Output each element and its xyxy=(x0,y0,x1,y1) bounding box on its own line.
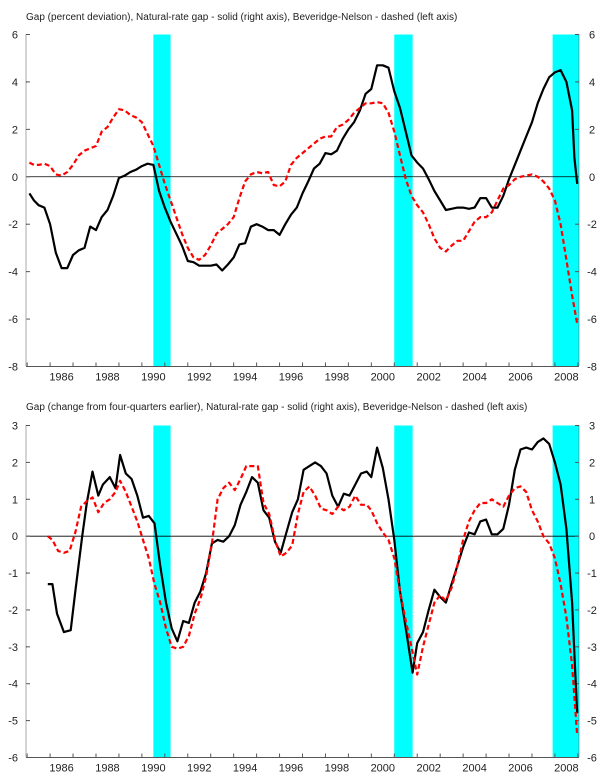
y-tick-label-right: 6 xyxy=(589,30,595,42)
x-tick-label: 2002 xyxy=(416,372,440,384)
chart-title: Gap (change from four-quarters earlier),… xyxy=(26,402,527,413)
y-tick-label-left: -6 xyxy=(8,314,18,326)
x-tick-label: 2000 xyxy=(371,763,395,775)
x-tick-label: 1992 xyxy=(187,372,211,384)
x-tick-label: 2002 xyxy=(416,763,440,775)
y-tick-label-right: 2 xyxy=(589,124,595,136)
series-beveridge-nelson-dashed xyxy=(47,465,579,736)
x-tick-label: 1998 xyxy=(325,763,349,775)
y-tick-label-right: -5 xyxy=(587,716,597,728)
x-tick-label: 1986 xyxy=(49,763,73,775)
x-tick-label: 2004 xyxy=(462,372,486,384)
x-tick-label: 1996 xyxy=(279,763,303,775)
x-tick-label: 2006 xyxy=(508,372,532,384)
x-tick-label: 2006 xyxy=(508,763,532,775)
x-tick-label: 2004 xyxy=(462,763,486,775)
y-tick-label-right: -4 xyxy=(587,679,597,691)
y-tick-label-left: 0 xyxy=(12,172,18,184)
x-tick-label: 1994 xyxy=(233,372,257,384)
panel-gap-four-quarter-change: Gap (change from four-quarters earlier),… xyxy=(8,402,597,775)
recession-band xyxy=(394,34,413,367)
y-tick-label-right: -2 xyxy=(587,605,597,617)
y-tick-label-left: -2 xyxy=(8,605,18,617)
y-tick-label-left: -4 xyxy=(8,267,18,279)
x-tick-label: 1994 xyxy=(233,763,257,775)
x-tick-label: 1992 xyxy=(187,763,211,775)
series-beveridge-nelson-dashed xyxy=(28,100,579,324)
y-tick-label-right: 2 xyxy=(589,457,595,469)
y-tick-label-left: 0 xyxy=(12,531,18,543)
y-tick-label-left: -5 xyxy=(8,716,18,728)
y-tick-label-left: 3 xyxy=(12,421,18,433)
y-tick-label-right: 1 xyxy=(589,494,595,506)
x-tick-label: 1990 xyxy=(141,763,165,775)
y-tick-label-left: 2 xyxy=(12,124,18,136)
recession-band xyxy=(153,425,171,758)
x-tick-label: 2008 xyxy=(554,372,578,384)
y-tick-label-left: -8 xyxy=(8,362,18,374)
y-tick-label-right: -6 xyxy=(587,314,597,326)
x-tick-label: 1988 xyxy=(95,372,119,384)
y-tick-label-right: 0 xyxy=(589,172,595,184)
x-tick-label: 1988 xyxy=(95,763,119,775)
x-tick-label: 1998 xyxy=(325,372,349,384)
y-tick-label-right: 3 xyxy=(589,421,595,433)
y-tick-label-left: 4 xyxy=(12,77,18,89)
recession-band xyxy=(394,425,413,758)
x-tick-label: 2000 xyxy=(371,372,395,384)
panel-gap-percent-deviation: Gap (percent deviation), Natural-rate ga… xyxy=(8,12,597,384)
series-natural-rate-gap-solid xyxy=(28,64,579,272)
y-tick-label-left: -1 xyxy=(8,568,18,580)
y-tick-label-right: -3 xyxy=(587,642,597,654)
y-tick-label-left: 2 xyxy=(12,457,18,469)
y-tick-label-right: -8 xyxy=(587,362,597,374)
y-tick-label-left: 6 xyxy=(12,30,18,42)
chart-title: Gap (percent deviation), Natural-rate ga… xyxy=(26,12,457,23)
x-tick-label: 2008 xyxy=(554,763,578,775)
series-natural-rate-gap-solid xyxy=(47,437,579,714)
x-tick-label: 1986 xyxy=(49,372,73,384)
y-tick-label-left: -2 xyxy=(8,219,18,231)
y-tick-label-right: -6 xyxy=(587,753,597,765)
y-tick-label-left: 1 xyxy=(12,494,18,506)
y-tick-label-left: -4 xyxy=(8,679,18,691)
y-tick-label-right: 4 xyxy=(589,77,595,89)
y-tick-label-right: -1 xyxy=(587,568,597,580)
recession-band xyxy=(552,425,579,758)
y-tick-label-right: -2 xyxy=(587,219,597,231)
x-tick-label: 1990 xyxy=(141,372,165,384)
y-tick-label-right: -4 xyxy=(587,267,597,279)
y-tick-label-left: -6 xyxy=(8,753,18,765)
y-tick-label-right: 0 xyxy=(589,531,595,543)
y-tick-label-left: -3 xyxy=(8,642,18,654)
x-tick-label: 1996 xyxy=(279,372,303,384)
